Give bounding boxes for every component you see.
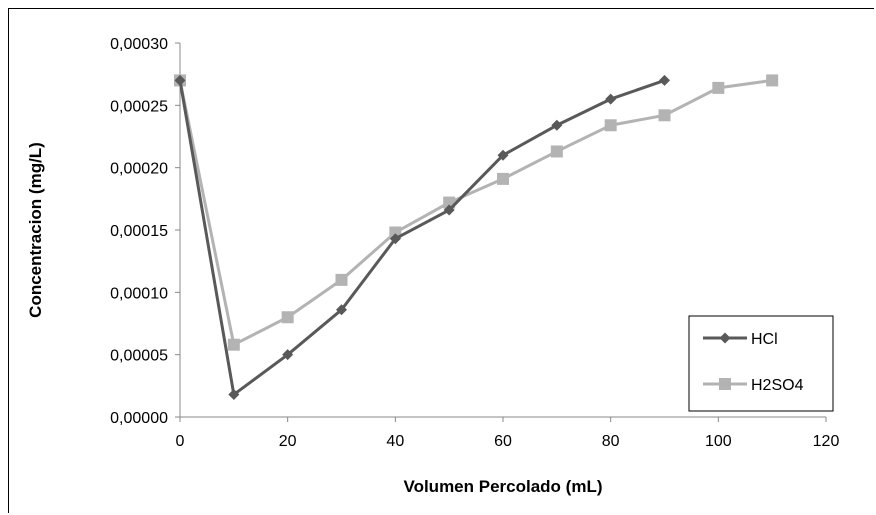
series-hcl bbox=[174, 74, 670, 401]
data-point bbox=[766, 74, 779, 87]
x-tick-label: 40 bbox=[386, 433, 404, 450]
series-line bbox=[178, 78, 773, 347]
data-point bbox=[227, 338, 240, 351]
data-point bbox=[389, 233, 401, 245]
y-tick-label: 0,00000 bbox=[110, 410, 168, 427]
data-point bbox=[228, 389, 240, 401]
chart-frame bbox=[8, 8, 874, 513]
y-tick-label: 0,00005 bbox=[110, 348, 168, 365]
legend-label: H2SO4 bbox=[751, 377, 804, 394]
legend-label: HCl bbox=[751, 331, 778, 348]
legend-marker bbox=[719, 332, 731, 344]
data-point bbox=[281, 311, 294, 324]
x-tick-label: 0 bbox=[176, 433, 185, 450]
y-tick-labels: 0,00000 0,00005 0,00010 0,00015 0,00020 0,000… bbox=[110, 36, 180, 427]
data-point bbox=[497, 172, 509, 185]
data-point bbox=[659, 74, 670, 86]
x-tick-label: 80 bbox=[602, 433, 620, 450]
y-axis-title: Concentracion (mg/L) bbox=[26, 142, 45, 318]
plot-series bbox=[174, 74, 779, 401]
data-point bbox=[605, 93, 617, 105]
legend-item: HCl bbox=[703, 331, 778, 348]
x-tick-labels: 0 20 40 60 80 100 120 bbox=[176, 417, 840, 450]
data-point bbox=[497, 149, 509, 161]
data-point bbox=[658, 109, 671, 122]
data-point bbox=[336, 304, 347, 316]
y-tick-label: 0,00020 bbox=[110, 161, 168, 178]
y-tick-label: 0,00030 bbox=[110, 36, 168, 53]
legend-items: HCl H2SO4 bbox=[703, 331, 804, 394]
data-point bbox=[335, 273, 348, 286]
data-point bbox=[712, 81, 725, 94]
data-point bbox=[443, 204, 455, 216]
series-line bbox=[178, 78, 665, 397]
x-tick-label: 60 bbox=[494, 433, 512, 450]
x-tick-label: 120 bbox=[813, 433, 840, 450]
x-axis-title: Volumen Percolado (mL) bbox=[404, 477, 603, 496]
x-tick-label: 20 bbox=[279, 433, 297, 450]
data-point bbox=[282, 349, 294, 361]
data-point bbox=[550, 145, 563, 158]
legend: HCl H2SO4 bbox=[688, 315, 834, 412]
series-h2so4 bbox=[174, 74, 779, 351]
legend-box bbox=[688, 315, 834, 412]
legend-marker bbox=[719, 378, 731, 390]
y-tick-label: 0,00015 bbox=[110, 223, 168, 240]
data-point bbox=[551, 119, 563, 131]
data-point bbox=[604, 119, 617, 132]
y-tick-label: 0,00010 bbox=[110, 285, 168, 302]
data-point bbox=[174, 74, 186, 86]
y-tick-label: 0,00025 bbox=[110, 98, 168, 115]
legend-item: H2SO4 bbox=[703, 377, 804, 394]
x-tick-label: 100 bbox=[705, 433, 732, 450]
